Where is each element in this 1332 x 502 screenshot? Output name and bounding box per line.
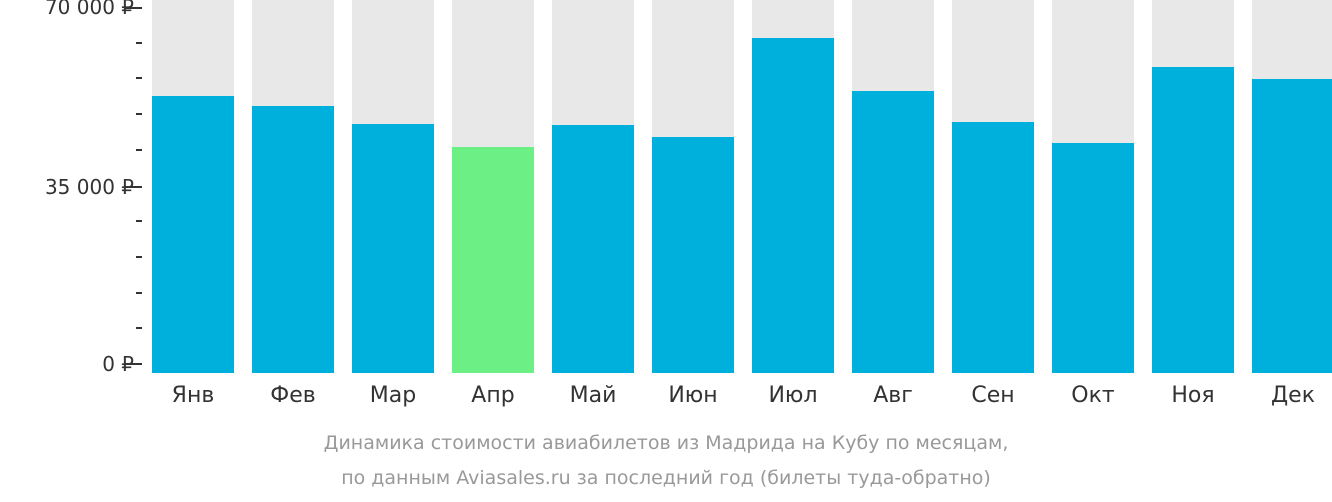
bar-Сен[interactable] [952,122,1034,373]
y-tick-minor [136,220,142,222]
bar-Апр[interactable] [452,147,534,373]
bar-column-2[interactable] [352,0,434,373]
bar-column-9[interactable] [1052,0,1134,373]
bar-Дек[interactable] [1252,79,1332,373]
bar-Янв[interactable] [152,96,234,373]
x-label: Окт [1071,383,1115,408]
x-label: Июн [668,383,718,408]
y-tick-minor [136,42,142,44]
x-label: Мар [369,383,417,408]
bar-Май[interactable] [552,125,634,373]
bar-column-10[interactable] [1152,0,1234,373]
bar-column-5[interactable] [652,0,734,373]
y-label-35000: 35 000 ₽ [44,175,134,199]
bar-Июн[interactable] [652,137,734,373]
bar-column-3[interactable] [452,0,534,373]
x-label: Май [569,383,617,408]
y-tick-minor [136,149,142,151]
bar-column-1[interactable] [252,0,334,373]
y-tick-major [125,363,142,365]
x-label: Янв [171,383,215,408]
y-label-70000: 70 000 ₽ [44,0,134,19]
x-label: Фев [270,383,316,408]
x-label: Июл [768,383,818,408]
y-tick-minor [136,327,142,329]
y-tick-major [125,7,142,9]
x-label: Ноя [1171,383,1215,408]
x-label: Дек [1270,383,1315,408]
bar-Июл[interactable] [752,38,834,373]
bar-column-6[interactable] [752,0,834,373]
y-tick-minor [136,77,142,79]
y-tick-minor [136,113,142,115]
x-label: Авг [873,383,913,408]
bar-Мар[interactable] [352,124,434,373]
y-tick-minor [136,292,142,294]
y-label-0: 0 ₽ [102,352,134,376]
bar-column-11[interactable] [1252,0,1332,373]
bar-Окт[interactable] [1052,143,1134,373]
bar-column-8[interactable] [952,0,1034,373]
x-label: Апр [471,383,515,408]
y-tick-minor [136,256,142,258]
bar-column-7[interactable] [852,0,934,373]
bar-Авг[interactable] [852,91,934,373]
y-tick-major [125,186,142,188]
x-label: Сен [971,383,1015,408]
bar-Ноя[interactable] [1152,67,1234,373]
bar-column-4[interactable] [552,0,634,373]
bar-Фев[interactable] [252,106,334,373]
chart-caption-line1: Динамика стоимости авиабилетов из Мадрид… [323,432,1009,454]
bar-column-0[interactable] [152,0,234,373]
chart-caption-line2: по данным Aviasales.ru за последний год … [341,467,991,489]
